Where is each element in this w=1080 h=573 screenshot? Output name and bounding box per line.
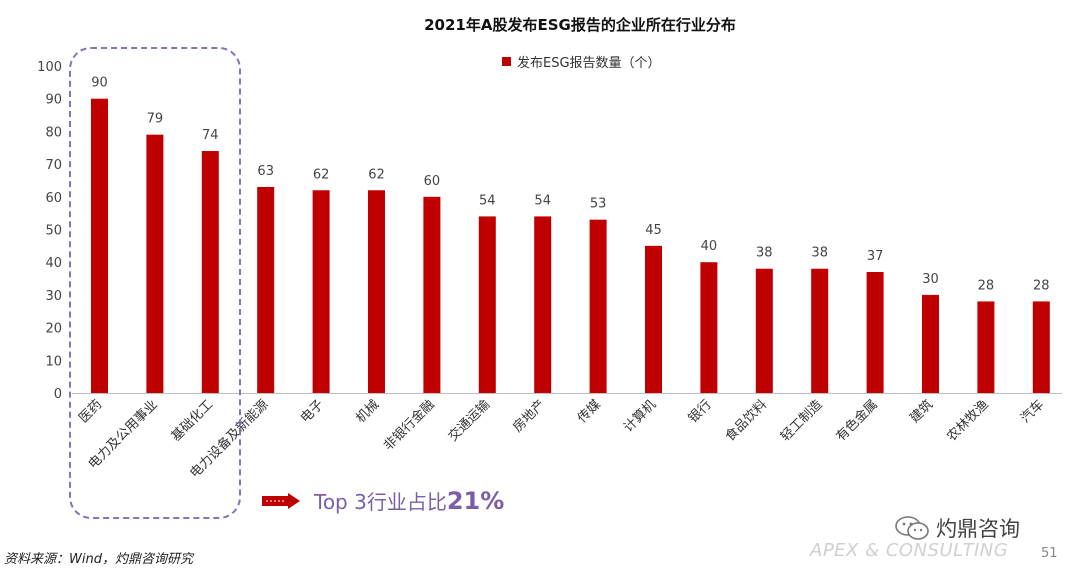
callout-value: 21%: [446, 487, 505, 515]
bar-value-label: 79: [147, 112, 164, 127]
legend-label: 发布ESG报告数量（个）: [517, 56, 661, 71]
top3-callout: Top 3行业占比21%: [262, 486, 504, 515]
bar: [534, 216, 552, 393]
bar: [257, 186, 275, 393]
category-label: 银行: [686, 397, 715, 426]
category-label: 机械: [353, 397, 382, 426]
bar-value-label: 53: [590, 197, 607, 212]
bar-value-label: 38: [811, 246, 828, 261]
category-label: 建筑: [907, 397, 937, 427]
bar-value-label: 38: [756, 246, 773, 261]
category-label: 农林牧渔: [944, 397, 991, 444]
category-label: 非银行金融: [380, 397, 437, 454]
watermark: APEX & CONSULTING: [810, 540, 1009, 561]
bar-value-label: 60: [424, 174, 441, 189]
y-tick-label: 40: [45, 256, 62, 271]
bar-value-label: 90: [91, 76, 108, 91]
wechat-icon: [895, 516, 929, 540]
y-tick-label: 100: [37, 60, 62, 75]
bar-value-label: 74: [202, 128, 219, 143]
bar-value-label: 28: [978, 278, 995, 293]
bar: [645, 245, 662, 393]
legend: 发布ESG报告数量（个）: [502, 52, 661, 71]
bar-value-label: 28: [1033, 278, 1050, 293]
y-tick-label: 90: [45, 93, 62, 108]
bar: [977, 301, 995, 393]
bar: [91, 98, 108, 393]
bar: [201, 151, 219, 393]
y-tick-label: 50: [45, 224, 62, 239]
category-label: 计算机: [621, 397, 659, 435]
y-tick-label: 20: [45, 322, 62, 337]
arrow-icon: [262, 492, 300, 509]
category-label: 电子: [298, 397, 327, 426]
category-label: 汽车: [1017, 397, 1047, 427]
category-label: 交通运输: [445, 397, 493, 445]
legend-swatch: [502, 57, 511, 66]
bar: [700, 262, 718, 393]
category-label: 食品饮料: [722, 397, 770, 445]
y-tick-label: 30: [45, 289, 62, 304]
bar: [368, 190, 385, 393]
y-tick-label: 0: [54, 387, 62, 402]
bar: [866, 272, 884, 393]
brand: 灼鼎咨询: [894, 513, 1020, 543]
y-tick-label: 10: [45, 354, 62, 369]
category-label: 轻工制造: [778, 397, 825, 444]
category-label: 房地产: [510, 397, 549, 436]
bar-value-label: 54: [534, 193, 551, 208]
bar-value-label: 30: [922, 272, 939, 287]
bar-value-label: 40: [701, 239, 718, 254]
y-tick-label: 70: [45, 158, 62, 173]
source-note: 资料来源：Wind，灼鼎咨询研究: [4, 552, 193, 567]
bar: [755, 268, 773, 393]
chart-title: 2021年A股发布ESG报告的企业所在行业分布: [424, 16, 736, 34]
bar-value-label: 54: [479, 193, 496, 208]
callout-text: Top 3行业占比: [314, 490, 447, 514]
category-label: 有色金属: [833, 397, 881, 445]
bar-value-label: 45: [645, 223, 662, 238]
bar: [589, 219, 607, 393]
bar: [478, 216, 496, 393]
category-label: 传媒: [575, 397, 604, 426]
bar: [423, 196, 441, 393]
bar: [1032, 301, 1050, 393]
page-number: 51: [1041, 546, 1058, 561]
bar: [922, 294, 939, 393]
bar: [811, 268, 829, 393]
bar-value-label: 37: [867, 249, 884, 264]
bar-value-label: 62: [313, 167, 330, 182]
brand-name: 灼鼎咨询: [936, 517, 1020, 541]
bar-value-label: 63: [257, 164, 274, 179]
top3-highlight-box: [69, 47, 241, 519]
y-tick-label: 60: [45, 191, 62, 206]
bar: [312, 190, 330, 393]
y-tick-label: 80: [45, 125, 62, 140]
bar-value-label: 62: [368, 167, 385, 182]
bar: [146, 134, 164, 394]
